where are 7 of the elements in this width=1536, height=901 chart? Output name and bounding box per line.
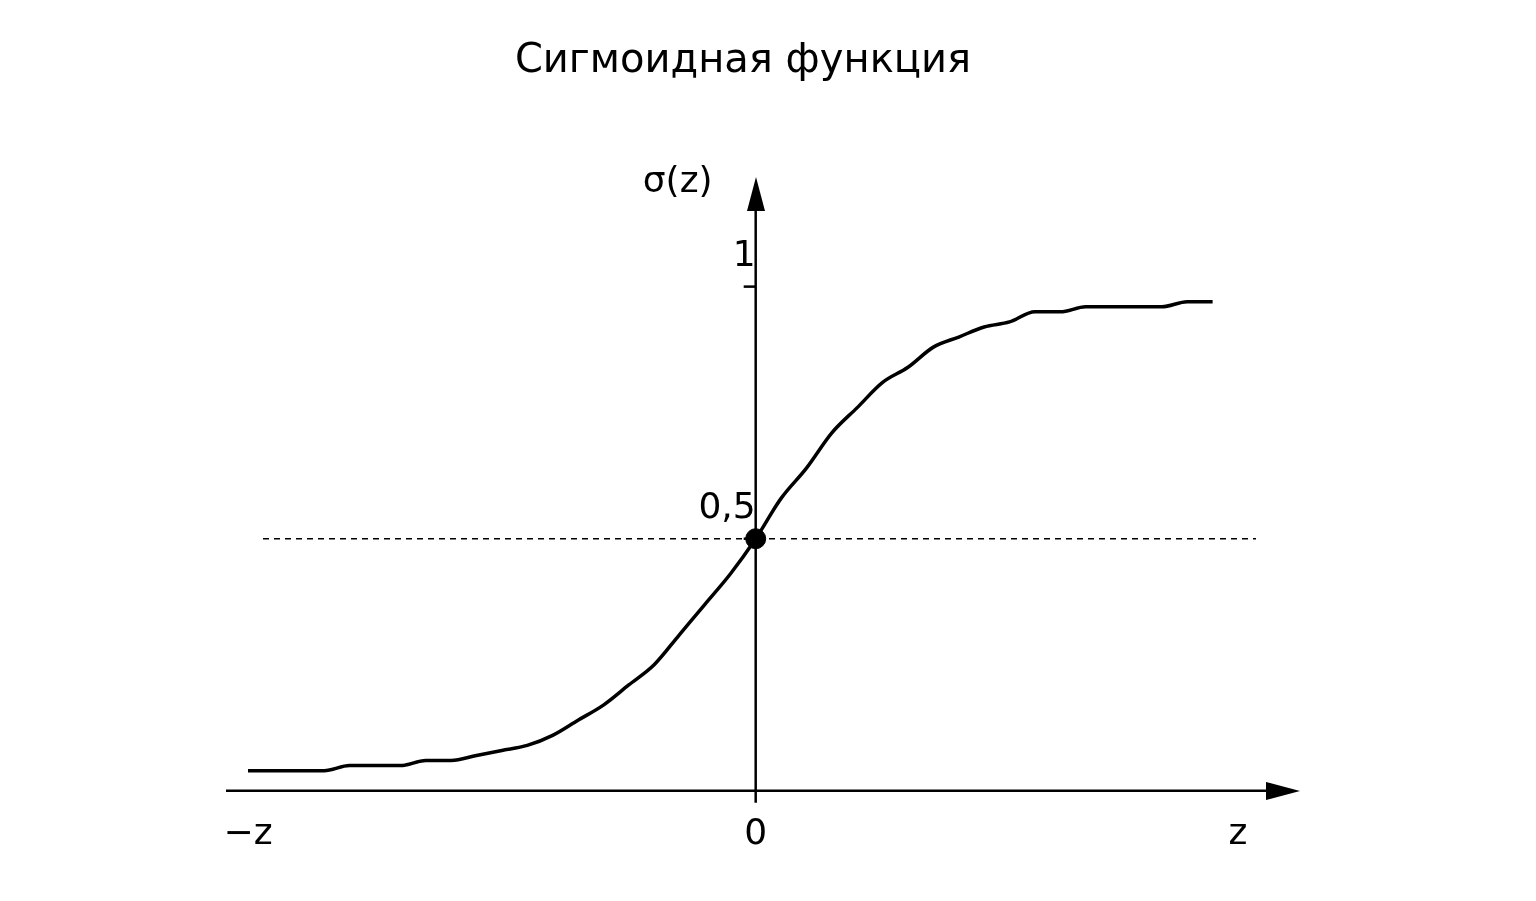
x-tick-label: −z — [223, 810, 273, 852]
y-tick-label: 0,5 — [698, 485, 756, 527]
x-tick-label: z — [1228, 810, 1248, 852]
chart-title: Сигмоидная функция — [514, 35, 972, 82]
y-tick-label: 1 — [732, 232, 756, 274]
y-axis-title: σ(z) — [642, 159, 713, 201]
x-tick-label: 0 — [744, 810, 768, 852]
